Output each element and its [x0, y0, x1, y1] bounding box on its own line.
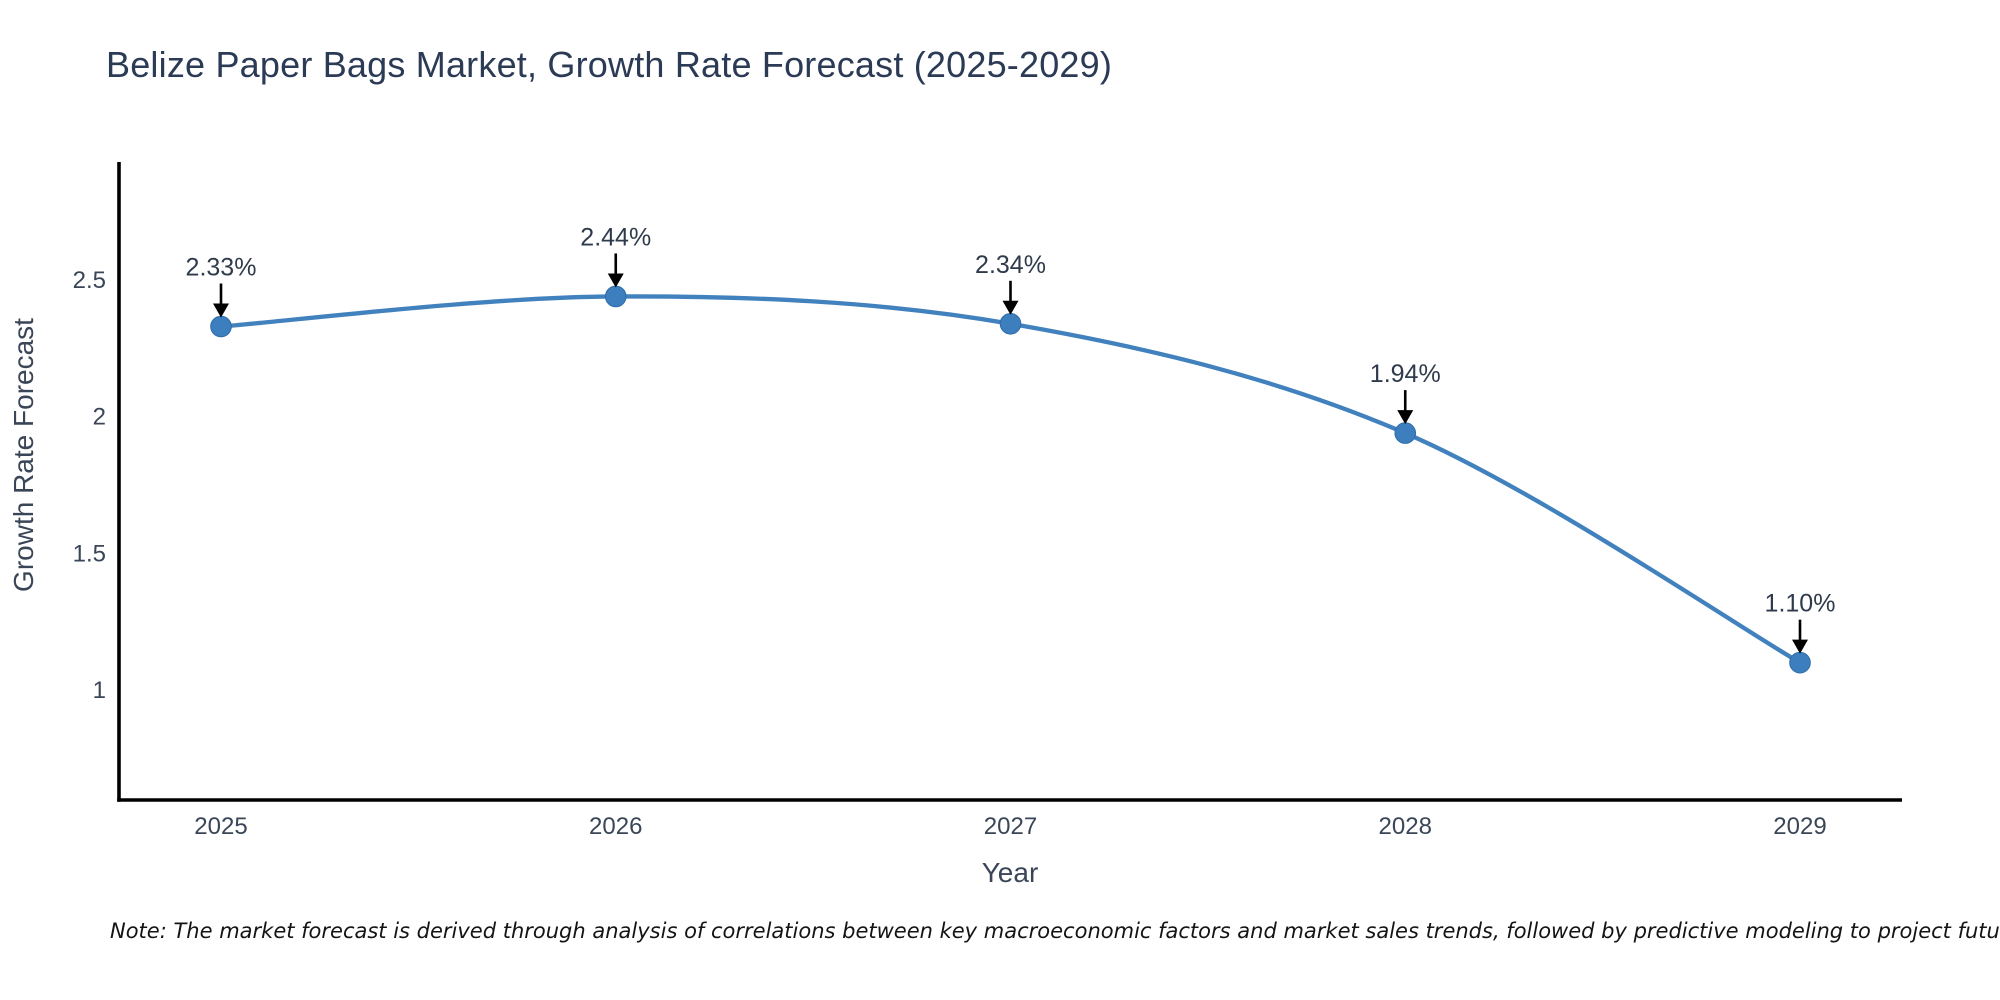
annotation-arrow-head	[607, 273, 624, 288]
x-axis-title: Year	[981, 857, 1039, 888]
y-tick-label: 1.5	[73, 540, 106, 567]
x-tick-label: 2026	[589, 813, 642, 840]
x-tick-label: 2027	[984, 813, 1037, 840]
annotation-arrow-head	[1397, 410, 1414, 425]
x-tick-label: 2029	[1773, 813, 1826, 840]
point-value-label: 2.44%	[580, 223, 651, 251]
trend-line	[218, 294, 1803, 665]
point-value-label: 1.94%	[1370, 360, 1441, 388]
point-value-label: 2.34%	[975, 251, 1046, 279]
y-axis-title: Growth Rate Forecast	[8, 318, 39, 592]
annotation-arrow-head	[1792, 639, 1808, 654]
point-value-label: 1.10%	[1765, 590, 1836, 618]
y-tick-label: 1	[93, 677, 106, 704]
data-point-marker	[1394, 422, 1417, 444]
annotation-arrow-head	[1002, 300, 1019, 315]
data-point-marker	[999, 312, 1022, 335]
x-tick-label: 2028	[1379, 813, 1432, 840]
annotation-arrow-head	[213, 303, 229, 318]
data-point-marker	[604, 285, 627, 308]
data-point-marker	[210, 315, 232, 338]
data-point-marker	[1789, 651, 1811, 674]
y-tick-label: 2	[93, 404, 106, 431]
point-value-label: 2.33%	[186, 254, 257, 282]
x-tick-label: 2025	[194, 813, 247, 840]
footnote: Note: The market forecast is derived thr…	[110, 919, 2000, 943]
y-tick-label: 2.5	[73, 267, 106, 294]
chart-title: Belize Paper Bags Market, Growth Rate Fo…	[106, 44, 1113, 85]
